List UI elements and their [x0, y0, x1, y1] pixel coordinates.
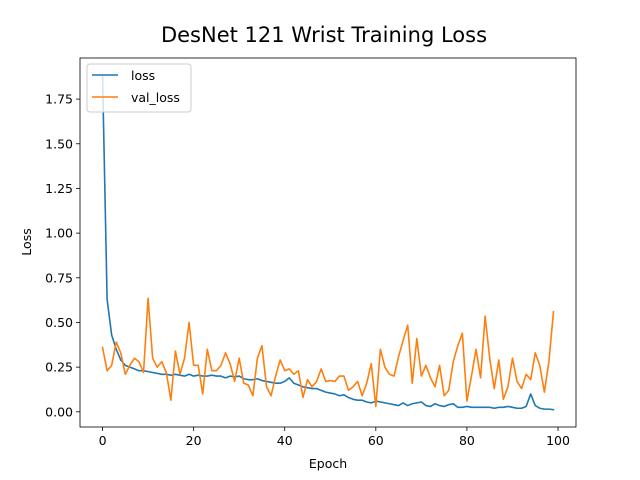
chart-title: DesNet 121 Wrist Training Loss	[161, 23, 487, 47]
series-layer	[101, 75, 555, 411]
legend-label-loss: loss	[131, 68, 155, 83]
x-tick-label: 80	[459, 433, 475, 448]
y-tick-label: 1.50	[45, 136, 73, 151]
series-line-loss	[101, 75, 555, 411]
legend-box	[86, 63, 192, 113]
x-tick-label: 20	[186, 433, 202, 448]
y-tick-label: 0.25	[45, 360, 73, 375]
y-tick-label: 0.50	[45, 315, 73, 330]
series-line-val-loss	[101, 297, 555, 408]
x-tick-label: 40	[277, 433, 293, 448]
plot-frame	[79, 57, 577, 428]
x-tick-label: 100	[546, 433, 570, 448]
x-axis-label: Epoch	[309, 456, 347, 471]
x-tick-label: 0	[99, 433, 107, 448]
y-tick-label: 1.25	[45, 181, 73, 196]
y-tick-label: 1.75	[45, 92, 73, 107]
y-axis: 0.00 0.25 0.50 0.75 1.00 1.25 1.50 1.75	[45, 92, 80, 419]
x-axis: 0 20 40 60 80 100	[99, 427, 570, 448]
x-tick-label: 60	[368, 433, 384, 448]
legend-label-val-loss: val_loss	[131, 90, 180, 105]
y-axis-label: Loss	[19, 228, 34, 255]
y-tick-label: 1.00	[45, 226, 73, 241]
plot-area	[80, 58, 576, 427]
y-tick-label: 0.00	[45, 404, 73, 419]
y-tick-label: 0.75	[45, 270, 73, 285]
legend: loss val_loss	[86, 63, 192, 113]
